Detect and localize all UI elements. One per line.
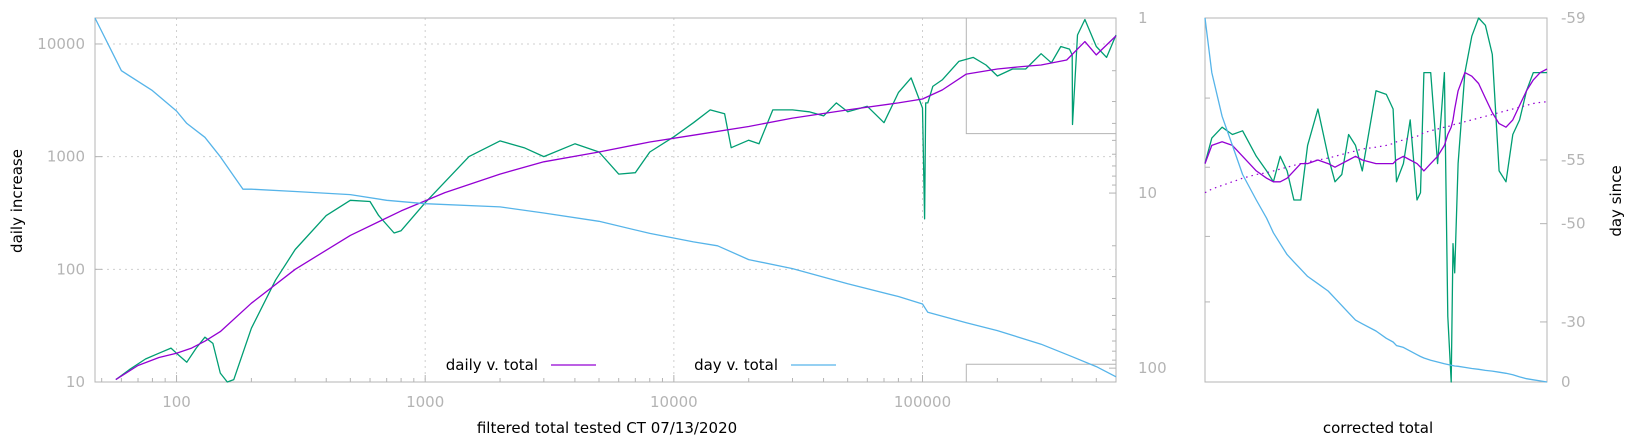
data-series (94, 17, 1548, 383)
side-y2-tick-label: -55 (1561, 151, 1586, 169)
main-plot-frame (94, 17, 1117, 383)
y-tick-label: 10 (66, 373, 85, 391)
y2-tick-label: 100 (1138, 359, 1167, 377)
x-tick-label: 100000 (894, 393, 951, 411)
y2-axis-label-right: day since (1607, 165, 1625, 236)
y-tick-label: 10000 (37, 35, 85, 53)
side-y2-tick-label: -50 (1561, 215, 1586, 233)
legend: daily v. total day v. total (446, 356, 836, 374)
y2-tick-label: 1 (1138, 9, 1148, 27)
side-series-day (1204, 17, 1548, 383)
x-axis-label-main: filtered total tested CT 07/13/2020 (477, 419, 737, 437)
y-tick-label: 1000 (47, 148, 85, 166)
y-tick-label: 100 (56, 260, 85, 278)
x-tick-label: 100 (162, 393, 191, 411)
inset-bottom-box (965, 363, 1116, 382)
side-series-raw (1204, 17, 1547, 383)
grid-lines (95, 18, 1116, 383)
legend-label-day: day v. total (694, 356, 778, 374)
inset-top-box (965, 18, 1116, 135)
side-series-trend (1204, 101, 1548, 194)
x-tick-label: 1000 (406, 393, 444, 411)
x-axis-label-right: corrected total (1323, 419, 1433, 437)
series-daily-v-total (115, 35, 1117, 381)
series-raw-daily (115, 18, 1117, 383)
side-y2-tick-label: -30 (1561, 313, 1586, 331)
side-series-smooth (1204, 68, 1548, 183)
series-day-v-total (94, 17, 1117, 378)
legend-label-daily: daily v. total (446, 356, 538, 374)
plot-frames (94, 17, 1548, 383)
y2-tick-label: 10 (1138, 184, 1157, 202)
tick-labels: 100 1000 10000 100000 10 100 1000 10000 1 10 100 -5… (37, 9, 1585, 411)
y-axis-label-main: daily increase (8, 149, 26, 253)
side-y2-tick-label: -59 (1561, 9, 1586, 27)
side-y2-tick-label: 0 (1561, 373, 1571, 391)
side-plot-frame (1204, 17, 1548, 383)
x-tick-label: 10000 (650, 393, 698, 411)
